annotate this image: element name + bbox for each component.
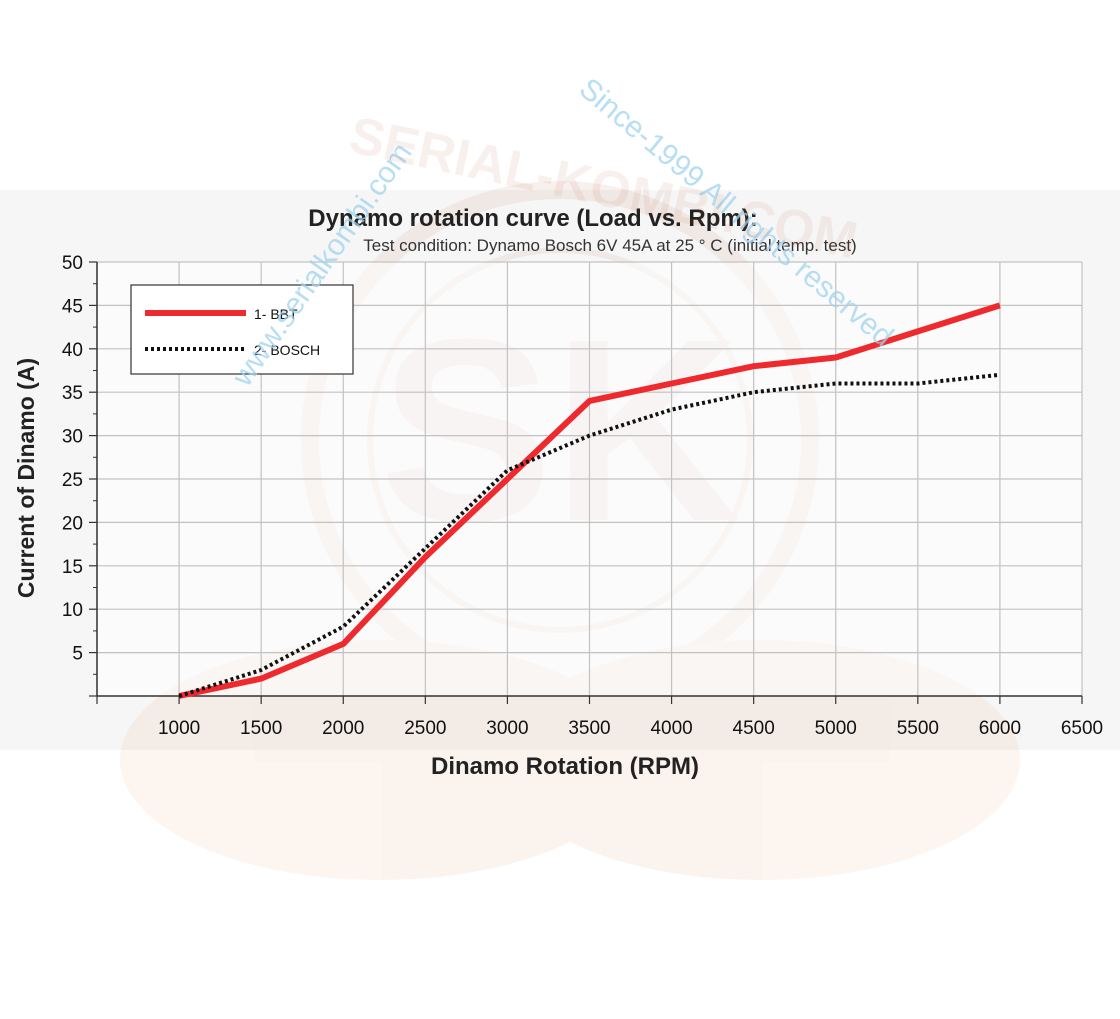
- plot-axes: 1000 1500 2000 2500 3000 3500 4000 4500 5000 5500…: [62, 253, 1103, 739]
- x-tick-label: 1000: [158, 718, 200, 739]
- x-axis-label: Dinamo Rotation (RPM): [431, 753, 699, 780]
- y-tick-label: 10: [62, 600, 83, 621]
- y-tick-label: 35: [62, 383, 83, 404]
- y-tick-label: 20: [62, 513, 83, 534]
- x-tick-label: 3000: [486, 718, 528, 739]
- x-tick-label: 4500: [733, 718, 775, 739]
- x-tick-label: 2000: [322, 718, 364, 739]
- x-tick-label: 5500: [897, 718, 939, 739]
- x-tick-label: 6500: [1061, 718, 1103, 739]
- x-tick-label: 6000: [979, 718, 1021, 739]
- y-tick-label: 45: [62, 296, 83, 317]
- plot-series: [178, 302, 1001, 699]
- x-tick-label: 5000: [815, 718, 857, 739]
- y-axis-label: Current of Dinamo (A): [13, 358, 39, 598]
- x-tick-label: 3500: [568, 718, 610, 739]
- legend: 1- BBT 2- BOSCH: [130, 284, 354, 375]
- x-tick-label: 2500: [404, 718, 446, 739]
- y-tick-label: 5: [72, 644, 83, 665]
- y-tick-label: 25: [62, 470, 83, 491]
- chart-subtitle: Test condition: Dynamo Bosch 6V 45A at 2…: [363, 236, 856, 255]
- x-tick-label: 4000: [650, 718, 692, 739]
- chart-title: Dynamo rotation curve (Load vs. Rpm):: [308, 205, 757, 232]
- y-tick-label: 15: [62, 557, 83, 578]
- series-line-bbt: [178, 302, 1001, 699]
- y-tick-label: 40: [62, 340, 83, 361]
- x-tick-label: 1500: [240, 718, 282, 739]
- y-tick-label: 30: [62, 427, 83, 448]
- legend-label-bbt: 1- BBT: [254, 306, 298, 322]
- y-tick-label: 50: [62, 253, 83, 274]
- legend-label-bosch: 2- BOSCH: [254, 342, 320, 358]
- series-line-bosch: [178, 372, 1001, 698]
- legend-box: [130, 284, 354, 375]
